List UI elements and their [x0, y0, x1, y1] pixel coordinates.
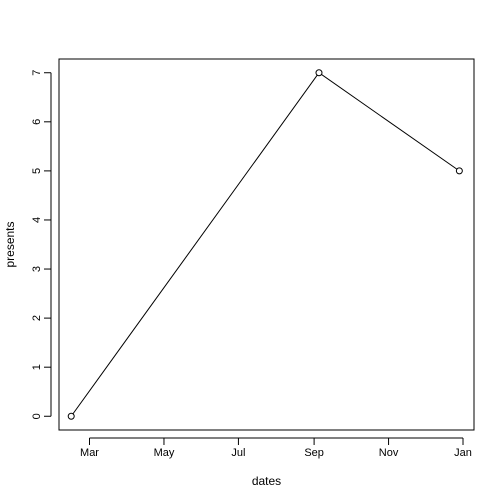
y-tick-label: 7 — [31, 70, 43, 76]
y-tick-label: 4 — [31, 217, 43, 223]
y-tick-label: 3 — [31, 266, 43, 272]
data-point — [316, 70, 322, 76]
y-tick-label: 5 — [31, 168, 43, 174]
x-tick-label: Mar — [80, 447, 99, 459]
y-tick-label: 1 — [31, 364, 43, 370]
x-tick-label: Jan — [454, 447, 472, 459]
y-tick-label: 2 — [31, 315, 43, 321]
x-tick-label: Jul — [231, 447, 245, 459]
x-tick-label: Sep — [304, 447, 324, 459]
y-axis-label: presents — [3, 221, 17, 267]
y-tick-label: 0 — [31, 413, 43, 419]
x-tick-label: May — [154, 447, 175, 459]
data-point — [456, 168, 462, 174]
x-axis-label: dates — [252, 474, 281, 488]
x-tick-label: Nov — [379, 447, 399, 459]
data-point — [68, 413, 74, 419]
y-tick-label: 6 — [31, 119, 43, 125]
